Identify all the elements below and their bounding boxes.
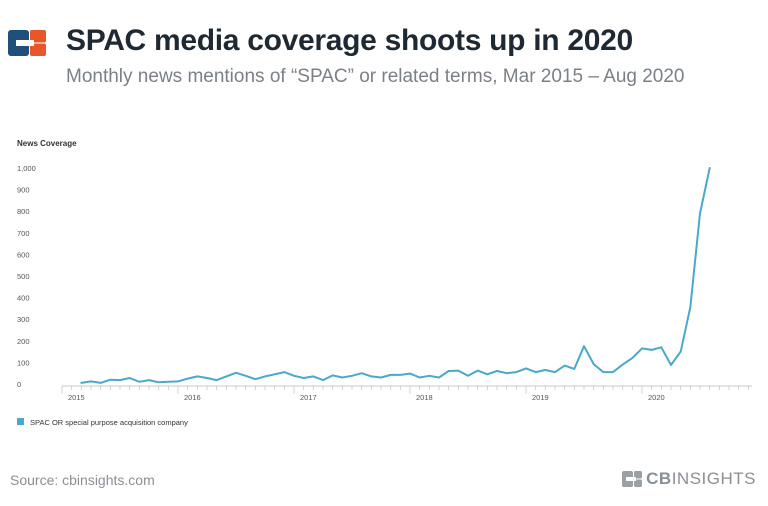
chart-subtitle: Monthly news mentions of “SPAC” or relat… — [66, 66, 685, 87]
y-tick-label: 300 — [17, 315, 30, 324]
x-tick-label: 2018 — [416, 393, 433, 402]
y-tick-label: 900 — [17, 186, 30, 195]
y-tick-label: 0 — [17, 380, 21, 389]
y-tick-label: 700 — [17, 229, 30, 238]
x-tick-label: 2017 — [300, 393, 317, 402]
x-axis — [61, 385, 752, 394]
y-axis-ticks: 0 100 200 300 400 500 600 700 800 900 1,000 — [17, 164, 36, 389]
series-line — [80, 167, 711, 384]
x-tick-label: 2015 — [68, 393, 85, 402]
y-tick-label: 800 — [17, 207, 30, 216]
y-tick-label: 1,000 — [17, 164, 36, 173]
brand-footer: CBINSIGHTS — [622, 468, 756, 490]
y-tick-label: 400 — [17, 294, 30, 303]
legend-label: SPAC OR special purpose acquisition comp… — [30, 418, 188, 427]
y-tick-label: 600 — [17, 250, 30, 259]
x-tick-label: 2020 — [648, 393, 665, 402]
legend-swatch — [17, 418, 24, 425]
x-tick-label: 2019 — [532, 393, 549, 402]
y-axis-label: News Coverage — [17, 139, 77, 148]
line-chart: News Coverage 0 100 200 300 400 500 600 700 800 9… — [17, 139, 752, 427]
y-tick-label: 100 — [17, 358, 30, 367]
chart-title: SPAC media coverage shoots up in 2020 — [66, 24, 633, 57]
legend: SPAC OR special purpose acquisition comp… — [17, 418, 188, 427]
cb-insights-footer-logo-icon — [622, 471, 643, 487]
y-tick-label: 500 — [17, 272, 30, 281]
x-tick-label: 2016 — [184, 393, 201, 402]
cb-insights-logo-icon — [8, 30, 46, 56]
x-axis-ticks: 2015 2016 2017 2018 2019 2020 — [68, 393, 665, 402]
brand-wordmark: CBINSIGHTS — [646, 469, 756, 488]
chart-header: SPAC media coverage shoots up in 2020 Mo… — [8, 20, 760, 90]
y-tick-label: 200 — [17, 337, 30, 346]
source-note: Source: cbinsights.com — [10, 472, 155, 488]
